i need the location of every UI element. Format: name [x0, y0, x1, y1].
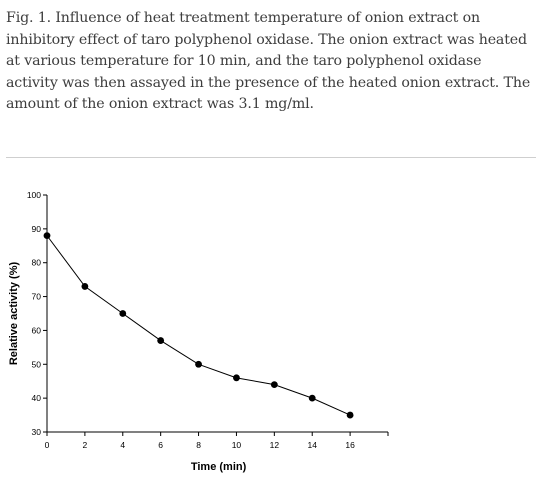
x-tick-label: 6	[158, 440, 163, 450]
y-tick-label: 70	[32, 292, 42, 302]
y-tick-label: 60	[32, 325, 42, 335]
y-tick-label: 40	[32, 393, 42, 403]
x-tick-label: 2	[83, 440, 88, 450]
data-point	[81, 283, 89, 290]
data-point	[270, 381, 278, 388]
data-point	[233, 374, 240, 382]
series-line	[46, 235, 351, 416]
y-tick-label: 100	[27, 190, 41, 200]
figure-caption: Fig. 1. Influence of heat treatment temp…	[6, 10, 531, 113]
x-tick-label: 10	[232, 440, 242, 450]
data-point	[119, 310, 127, 317]
x-tick-label: 14	[307, 440, 317, 450]
data-point	[346, 411, 354, 419]
data-point	[308, 394, 316, 402]
x-axis-label: Time (min)	[191, 461, 247, 473]
y-axis-label: Relative activity (%)	[8, 262, 20, 366]
data-point	[43, 232, 51, 240]
x-tick-label: 8	[196, 440, 201, 450]
x-tick-label: 4	[120, 440, 125, 450]
y-tick-label: 30	[32, 427, 42, 437]
separator-line	[6, 157, 536, 158]
data-point	[157, 337, 165, 344]
chart-ticks: 30 40 50 60 70 80 90 100 0 2 4 6 8 10 12 14 16	[27, 190, 389, 450]
chart-axes	[46, 195, 388, 433]
x-tick-label: 0	[45, 440, 50, 450]
x-tick-label: 12	[270, 440, 280, 450]
y-tick-label: 50	[32, 359, 42, 369]
y-tick-label: 90	[32, 224, 42, 234]
data-point	[195, 360, 202, 368]
x-tick-label: 16	[345, 440, 355, 450]
y-tick-label: 80	[32, 258, 42, 268]
chart-series	[43, 232, 354, 419]
